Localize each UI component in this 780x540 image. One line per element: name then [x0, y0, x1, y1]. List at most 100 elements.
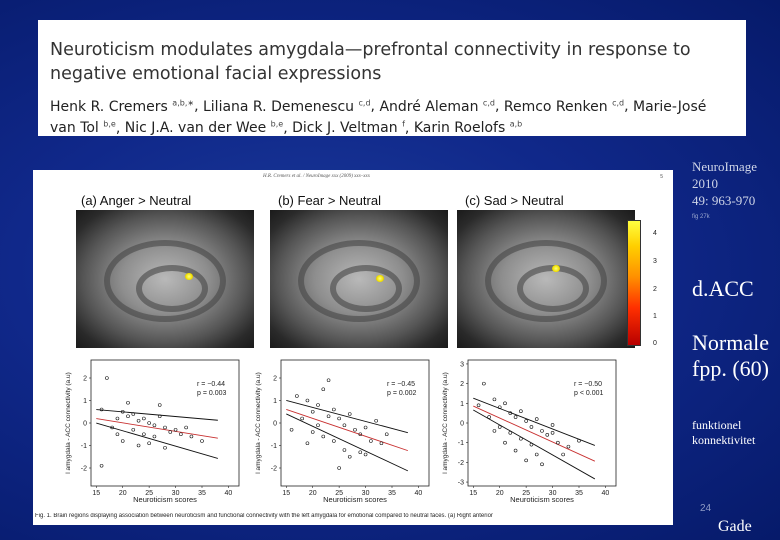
data-point — [126, 400, 130, 405]
data-point — [476, 403, 481, 408]
data-point — [534, 452, 539, 457]
data-point — [503, 401, 507, 406]
colorbar-tick: 0 — [653, 340, 657, 347]
scatter-plot-fear: 15 20 25 30 35 40 -2 -1 0 1 2 Neuroticism scores l a… — [255, 359, 430, 504]
y-tick-label: -1 — [458, 440, 464, 447]
data-point — [189, 434, 194, 439]
data-point — [492, 397, 497, 402]
data-point — [524, 458, 528, 463]
slide-author: Gade — [718, 518, 752, 535]
data-point — [374, 418, 378, 423]
y-tick-label: 2 — [273, 376, 277, 383]
paper-title-box: Neuroticism modulates amygdala—prefronta… — [38, 20, 746, 136]
data-point — [363, 425, 368, 430]
author-affiliation: a,b — [509, 119, 523, 129]
data-point — [358, 450, 363, 455]
region-label: d.ACC — [692, 276, 754, 301]
panel-label-fear: (b) Fear > Neutral — [278, 193, 381, 208]
author-affiliation: b,e — [270, 119, 284, 129]
confidence-lower-line — [473, 409, 596, 480]
y-tick-label: 0 — [460, 421, 464, 428]
y-tick-label: -2 — [458, 460, 464, 467]
brain-slice-fear — [270, 210, 448, 348]
author-affiliation: a,b,∗ — [172, 98, 195, 107]
activation-blob — [376, 275, 384, 282]
panel-label-sad: (c) Sad > Neutral — [465, 193, 564, 208]
data-point — [347, 454, 352, 459]
y-tick-label: -3 — [458, 480, 464, 487]
y-tick-label: -2 — [81, 466, 87, 473]
data-point — [131, 427, 136, 432]
x-tick-label: 15 — [282, 490, 290, 497]
normale-line-1: Normale — [692, 330, 769, 355]
paper-title: Neuroticism modulates amygdala—prefronta… — [50, 40, 691, 84]
author-name: Marie-José van Tol b,e — [50, 98, 707, 137]
x-tick-label: 20 — [309, 490, 317, 497]
data-point — [529, 442, 534, 447]
x-tick-label: 35 — [198, 490, 206, 497]
activation-blob — [552, 265, 560, 272]
data-point — [363, 452, 368, 457]
data-point — [550, 431, 555, 435]
data-point — [200, 439, 204, 443]
data-point — [326, 414, 331, 419]
data-point — [147, 421, 151, 425]
data-point — [142, 416, 146, 421]
stats-annotation: p = 0.002 — [387, 390, 416, 397]
x-tick-label: 20 — [119, 490, 127, 497]
small-note: fig 27k — [692, 214, 710, 220]
data-point — [173, 427, 178, 432]
connectivity-note: funktionel konnektivitet — [692, 418, 755, 448]
y-tick-label: 3 — [460, 361, 464, 368]
data-point — [337, 466, 341, 470]
data-point — [115, 432, 120, 437]
data-point — [379, 441, 384, 446]
x-tick-label: 30 — [172, 490, 180, 497]
confidence-lower-line — [286, 413, 409, 472]
data-point — [519, 436, 523, 441]
brain-slice-anger — [76, 210, 254, 348]
colorbar-tick: 4 — [653, 230, 657, 237]
journal-reference: NeuroImage 2010 49: 963-970 — [692, 158, 757, 209]
data-point — [508, 411, 513, 415]
data-point — [136, 418, 141, 423]
colorbar-tick: 3 — [653, 258, 657, 265]
author-name: Dick J. Veltman f — [292, 119, 405, 137]
author-list: Henk R. Cremers a,b,∗, Liliana R. Demene… — [50, 98, 707, 137]
confidence-upper-line — [286, 400, 408, 434]
stats-annotation: p < 0.001 — [574, 390, 603, 397]
author-affiliation: b,e — [103, 119, 116, 129]
author-name: Nic J.A. van der Wee b,e — [124, 119, 284, 137]
y-tick-label: 1 — [83, 398, 87, 405]
data-point — [316, 423, 320, 428]
activation-blob — [185, 273, 193, 280]
data-point — [550, 423, 555, 427]
journal-name: NeuroImage — [692, 159, 757, 174]
data-point — [513, 415, 518, 419]
x-tick-label: 25 — [522, 490, 530, 497]
y-axis-label: l amygdala - ACC connectivity (a.u) — [65, 372, 72, 474]
figure-caption: Fig. 1. Brain regions displaying associa… — [35, 513, 493, 519]
data-point — [310, 430, 315, 434]
regression-line — [473, 405, 596, 462]
data-point — [529, 425, 534, 429]
panel-label-anger: (a) Anger > Neutral — [81, 193, 192, 208]
confidence-upper-line — [473, 397, 596, 446]
data-point — [497, 405, 502, 410]
data-point — [492, 429, 497, 433]
data-point — [384, 432, 389, 437]
author-affiliation: f — [402, 119, 405, 129]
data-point — [534, 417, 539, 421]
funk-line-2: konnektivitet — [692, 433, 756, 447]
data-point — [157, 414, 162, 419]
data-point — [310, 409, 315, 414]
data-point — [561, 452, 565, 457]
x-tick-label: 35 — [388, 490, 396, 497]
data-point — [342, 448, 347, 452]
stats-annotation: p = 0.003 — [197, 390, 226, 397]
colorbar-tick: 1 — [653, 313, 657, 320]
y-tick-label: -1 — [81, 443, 87, 450]
y-axis-label: l amygdala - ACC connectivity (a.u) — [442, 372, 449, 474]
journal-pages: 49: 963-970 — [692, 193, 756, 208]
figure-running-header: H.R. Cremers et al. / NeuroImage xxx (20… — [263, 174, 370, 179]
